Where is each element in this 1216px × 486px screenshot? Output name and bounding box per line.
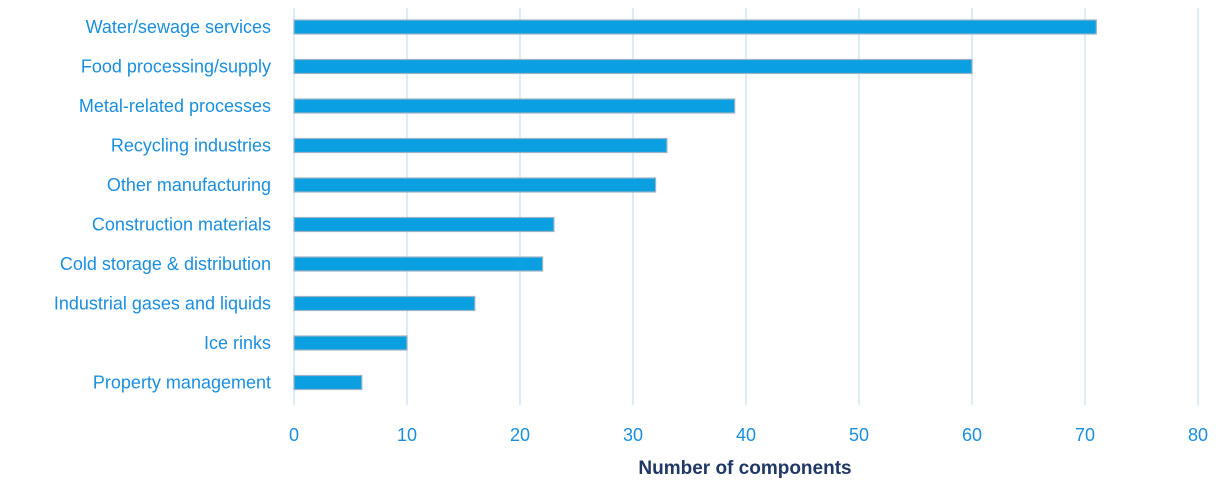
bars (293, 19, 1097, 391)
x-tick-label: 20 (510, 425, 530, 445)
x-tick-labels: 0 10 20 30 40 50 60 70 80 (289, 425, 1208, 445)
x-tick-label: 10 (397, 425, 417, 445)
category-label: Food processing/supply (81, 57, 271, 77)
bar (293, 256, 544, 272)
category-label: Recycling industries (111, 136, 271, 156)
gridlines (293, 8, 1199, 405)
category-label: Property management (93, 373, 271, 393)
category-label: Industrial gases and liquids (54, 294, 271, 314)
bar (293, 19, 1097, 35)
bar (293, 335, 408, 351)
x-tick-label: 80 (1188, 425, 1208, 445)
bar (293, 177, 657, 193)
x-tick-label: 70 (1075, 425, 1095, 445)
bar (293, 58, 973, 75)
bar (293, 216, 555, 233)
bar (293, 295, 476, 312)
category-label: Water/sewage services (86, 17, 271, 37)
category-labels: Water/sewage services Food processing/sup… (54, 17, 271, 393)
category-label: Cold storage & distribution (60, 254, 271, 274)
x-tick-label: 0 (289, 425, 299, 445)
x-tick-label: 60 (962, 425, 982, 445)
bar (293, 137, 668, 154)
category-label: Ice rinks (204, 333, 271, 353)
x-tick-label: 30 (623, 425, 643, 445)
category-label: Metal-related processes (79, 96, 271, 116)
category-label: Construction materials (92, 215, 271, 235)
x-tick-label: 40 (736, 425, 756, 445)
x-tick-label: 50 (849, 425, 869, 445)
bar (293, 98, 736, 114)
bar (293, 374, 363, 391)
category-label: Other manufacturing (107, 175, 271, 195)
x-axis-title: Number of components (638, 458, 851, 479)
